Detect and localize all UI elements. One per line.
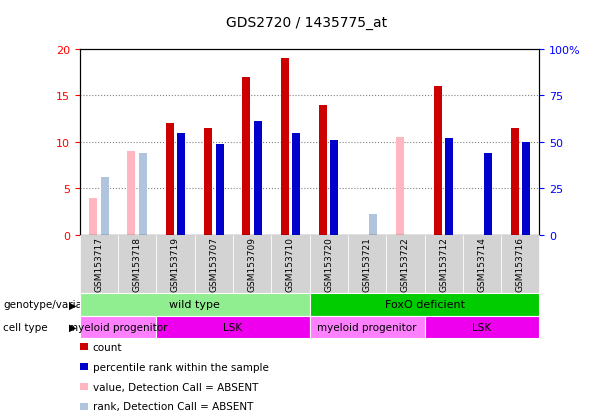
Text: ▶: ▶ — [69, 299, 77, 310]
Bar — [166, 124, 173, 235]
Bar — [254, 122, 262, 235]
Bar — [446, 139, 454, 235]
Bar — [216, 145, 224, 235]
Text: GSM153721: GSM153721 — [362, 237, 371, 292]
Text: GSM153718: GSM153718 — [132, 237, 142, 292]
Bar — [204, 128, 212, 235]
Bar — [484, 154, 492, 235]
Bar — [330, 141, 338, 235]
Bar — [101, 178, 109, 235]
Text: value, Detection Call = ABSENT: value, Detection Call = ABSENT — [93, 382, 258, 392]
Text: GSM153717: GSM153717 — [94, 237, 104, 292]
Bar — [89, 198, 97, 235]
Bar — [139, 154, 147, 235]
Text: GSM153716: GSM153716 — [516, 237, 525, 292]
Text: percentile rank within the sample: percentile rank within the sample — [93, 362, 268, 372]
Text: GSM153719: GSM153719 — [171, 237, 180, 292]
Text: GSM153714: GSM153714 — [478, 237, 487, 292]
Bar — [177, 133, 185, 235]
Bar — [434, 87, 442, 235]
Text: ▶: ▶ — [69, 322, 77, 332]
Text: myeloid progenitor: myeloid progenitor — [318, 322, 417, 332]
Text: LSK: LSK — [223, 322, 243, 332]
Text: GDS2720 / 1435775_at: GDS2720 / 1435775_at — [226, 16, 387, 30]
Bar — [369, 215, 377, 235]
Text: GSM153720: GSM153720 — [324, 237, 333, 292]
Text: GSM153707: GSM153707 — [209, 237, 218, 292]
Text: GSM153710: GSM153710 — [286, 237, 295, 292]
Text: GSM153722: GSM153722 — [401, 237, 410, 292]
Bar — [242, 78, 250, 235]
Text: LSK: LSK — [473, 322, 492, 332]
Text: rank, Detection Call = ABSENT: rank, Detection Call = ABSENT — [93, 401, 253, 411]
Text: GSM153709: GSM153709 — [248, 237, 257, 292]
Bar — [292, 133, 300, 235]
Text: cell type: cell type — [3, 322, 48, 332]
Text: genotype/variation: genotype/variation — [3, 299, 102, 310]
Bar — [395, 138, 403, 235]
Text: FoxO deficient: FoxO deficient — [384, 299, 465, 310]
Bar — [319, 105, 327, 235]
Bar — [511, 128, 519, 235]
Text: myeloid progenitor: myeloid progenitor — [68, 322, 168, 332]
Bar — [522, 142, 530, 235]
Text: wild type: wild type — [169, 299, 220, 310]
Text: count: count — [93, 342, 122, 352]
Bar — [128, 152, 135, 235]
Bar — [281, 59, 289, 235]
Text: GSM153712: GSM153712 — [439, 237, 448, 292]
